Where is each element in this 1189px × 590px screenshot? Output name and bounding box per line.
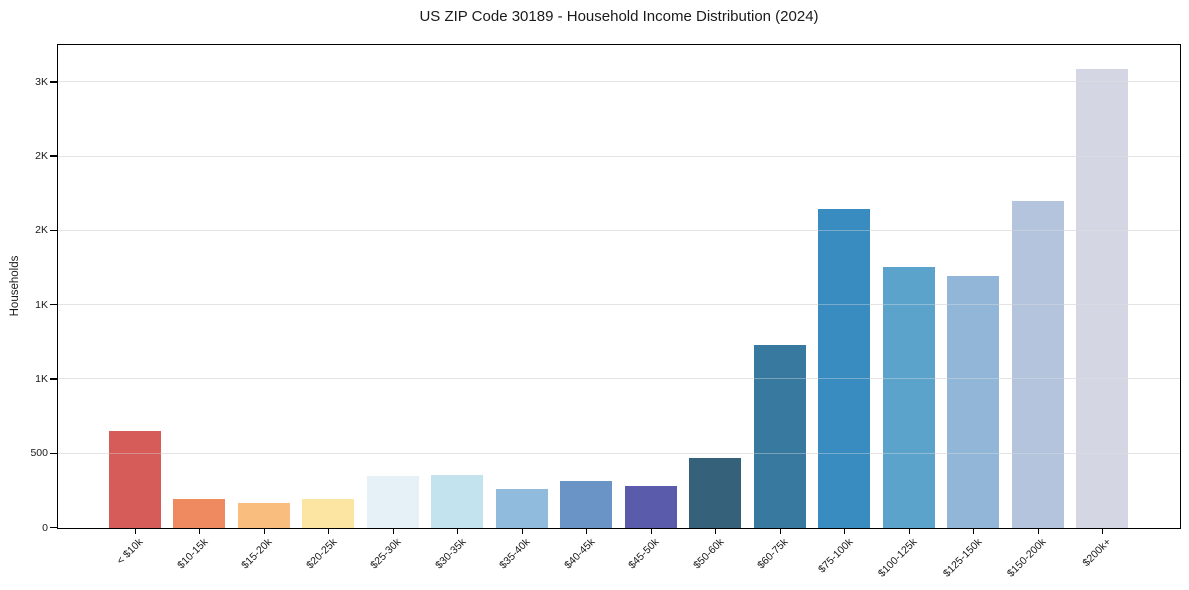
bar-$10-15k (173, 499, 226, 528)
y-tick-label-2500: 2K (35, 150, 48, 163)
x-tick-mark-$75-100k (844, 529, 846, 534)
x-tick-mark-$100-125k (908, 529, 910, 534)
bar-$60-75k (753, 345, 806, 528)
plot-area (57, 44, 1181, 529)
x-tick-mark-$10-15k (199, 529, 201, 534)
x-tick-mark-$125-150k (973, 529, 975, 534)
bar-< $10k (108, 431, 161, 528)
gridline-500 (58, 452, 1180, 454)
gridline-2000 (58, 229, 1180, 231)
bar-$125-150k (947, 275, 1000, 528)
bar-$35-40k (495, 488, 548, 528)
bar-$45-50k (624, 485, 677, 528)
y-tick-label-2000: 2K (35, 224, 48, 237)
y-tick-mark-0 (50, 526, 57, 529)
bar-$30-35k (431, 475, 484, 528)
x-tick-mark-$200k+ (1102, 529, 1104, 534)
bar-$15-20k (237, 502, 290, 528)
y-tick-label-0: 0 (42, 521, 48, 534)
bar-$50-60k (689, 458, 742, 528)
y-tick-label-1500: 1K (35, 298, 48, 311)
gridline-1000 (58, 378, 1180, 380)
y-tick-mark-2000 (50, 229, 57, 232)
bar-$100-125k (882, 266, 935, 528)
gridline-1000 (58, 378, 1180, 380)
x-tick-mark-$30-35k (457, 529, 459, 534)
chart-title: US ZIP Code 30189 - Household Income Dis… (419, 8, 819, 25)
bar-$75-100k (818, 208, 871, 528)
gridline-2500 (58, 155, 1180, 157)
bar-$40-45k (560, 481, 613, 528)
x-tick-mark-$20-25k (328, 529, 330, 534)
x-tick-mark-$45-50k (650, 529, 652, 534)
x-tick-mark-$150-200k (1037, 529, 1039, 534)
x-tick-mark-$60-75k (779, 529, 781, 534)
gridline-1500 (58, 304, 1180, 306)
y-tick-mark-2500 (50, 155, 57, 157)
y-tick-mark-1500 (50, 303, 57, 306)
gridline-3000 (58, 81, 1180, 83)
x-tick-mark-$35-40k (521, 529, 523, 534)
x-tick-mark-$15-20k (263, 529, 265, 534)
gridline-3000 (58, 81, 1180, 83)
gridline-1500 (58, 304, 1180, 306)
x-tick-mark-$25-30k (392, 529, 394, 534)
gridline-2500 (58, 155, 1180, 157)
bar-$25-30k (366, 476, 419, 528)
bar-$150-200k (1011, 201, 1064, 528)
x-tick-mark-$50-60k (715, 529, 717, 534)
bar-$20-25k (302, 499, 355, 528)
gridline-2000 (58, 229, 1180, 231)
x-tick-mark-< $10k (134, 529, 136, 534)
y-tick-mark-1000 (50, 378, 57, 380)
y-tick-label-500: 500 (30, 447, 48, 460)
x-tick-label-< $10k: < $10k (114, 536, 146, 567)
y-tick-label-1000: 1K (35, 372, 48, 385)
y-tick-mark-3000 (50, 81, 57, 83)
y-axis-label: Households (9, 255, 21, 317)
y-tick-label-3000: 3K (35, 75, 48, 88)
gridline-500 (58, 452, 1180, 454)
bar-$200k+ (1076, 69, 1129, 528)
x-tick-mark-$40-45k (586, 529, 588, 534)
y-tick-mark-500 (50, 452, 57, 454)
